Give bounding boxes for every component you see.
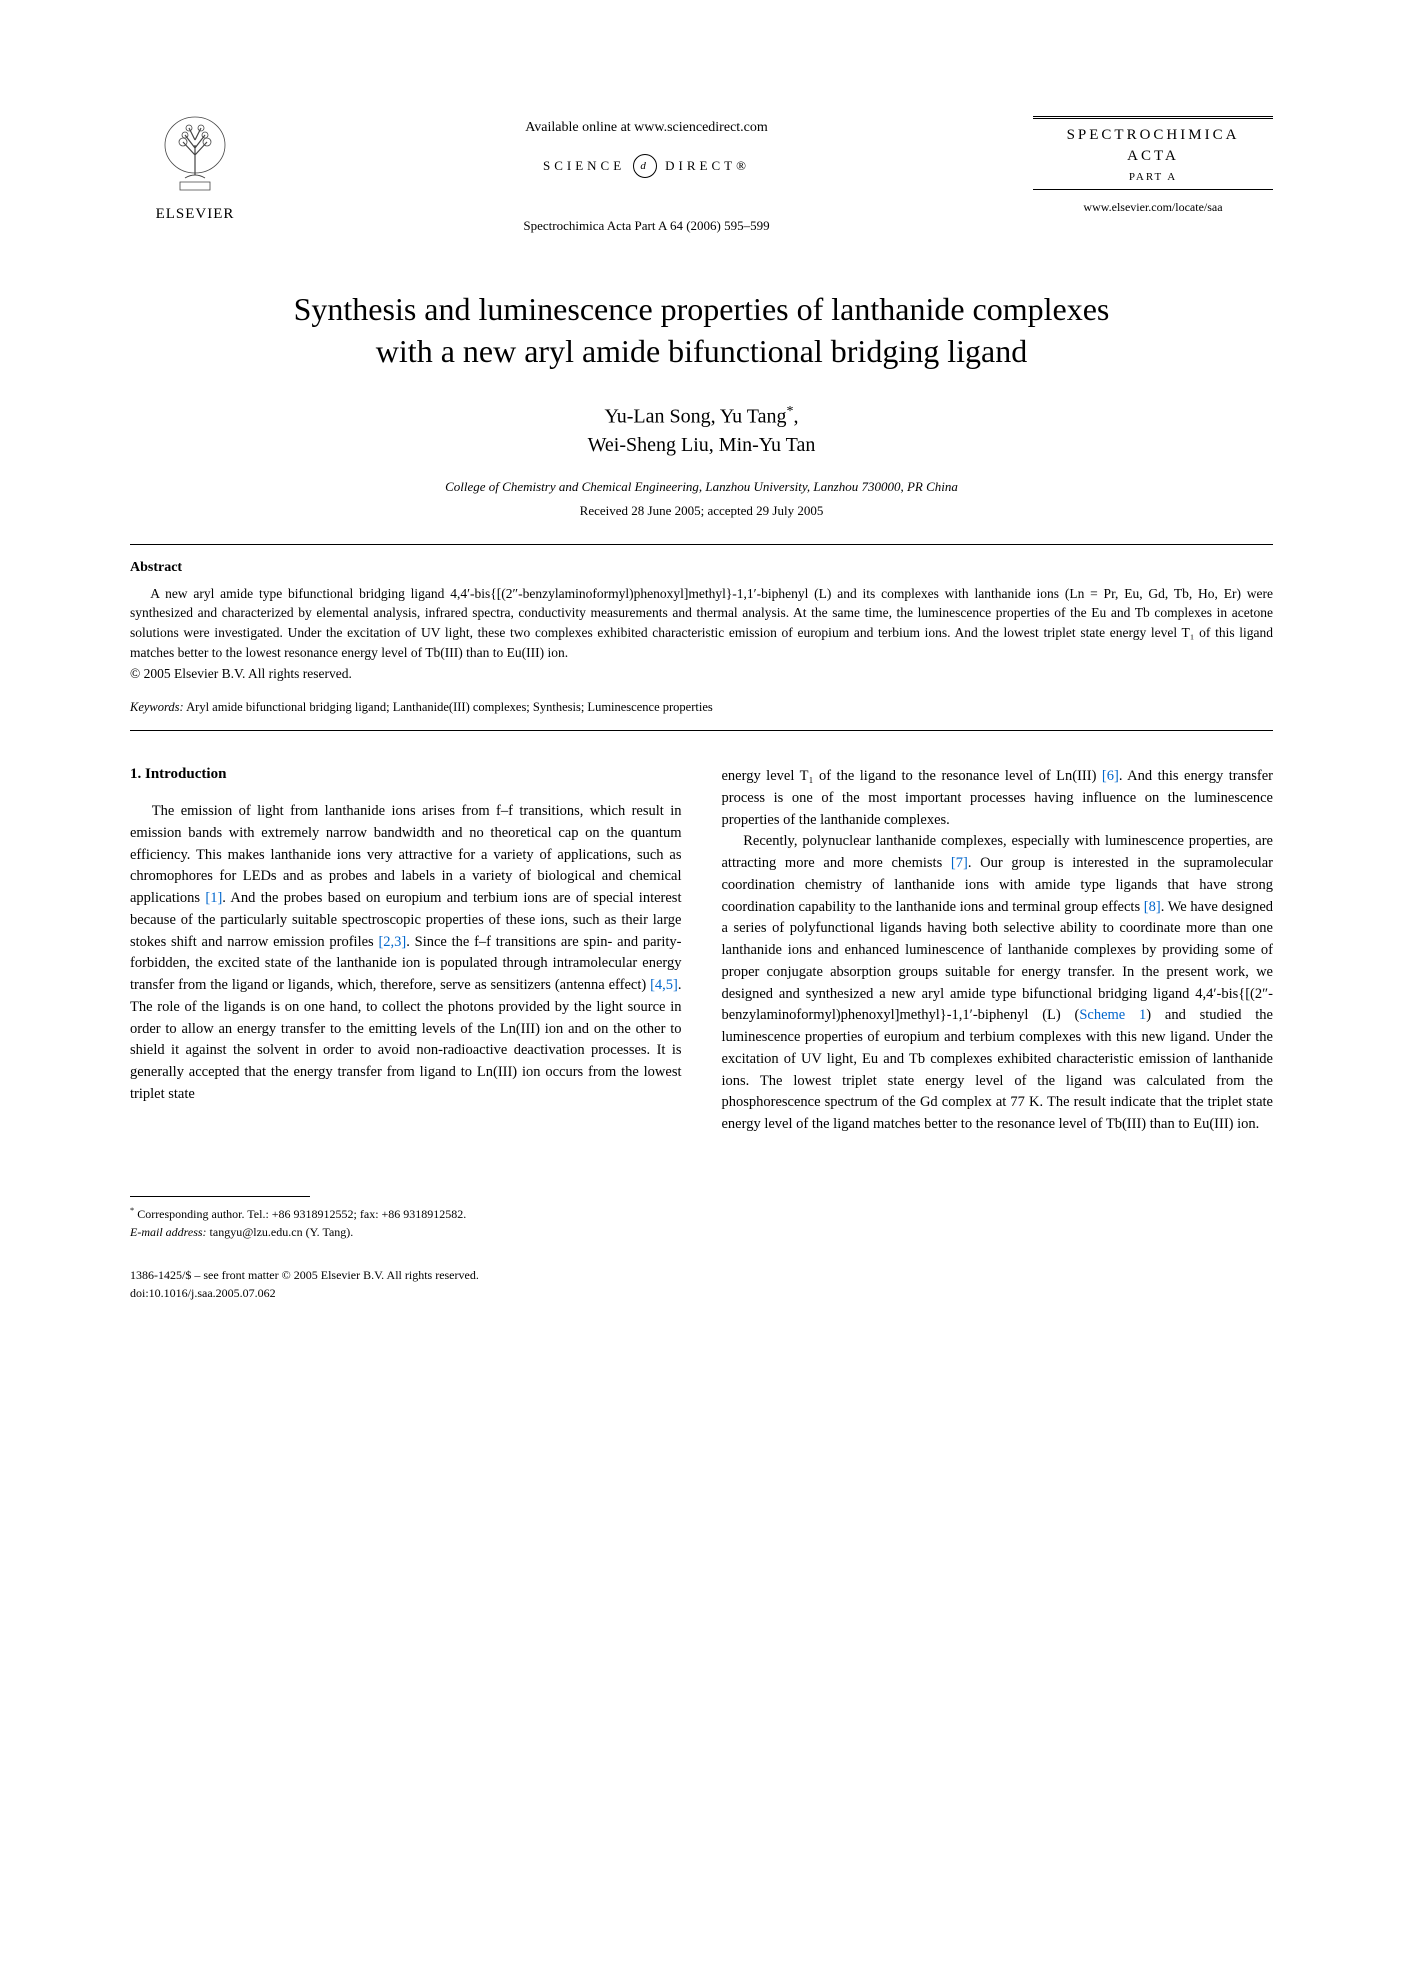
issn-line: 1386-1425/$ – see front matter © 2005 El… [130, 1268, 479, 1282]
article-dates: Received 28 June 2005; accepted 29 July … [130, 503, 1273, 519]
authors-line1: Yu-Lan Song, Yu Tang [605, 406, 787, 428]
ref-link-7[interactable]: [7] [951, 855, 968, 871]
col2-text-2d: ) and studied the luminescence propertie… [722, 1007, 1274, 1132]
footnote-rule [130, 1196, 310, 1197]
title-line1: Synthesis and luminescence properties of… [294, 291, 1110, 327]
corresponding-marker: * [786, 404, 793, 419]
left-column: 1. Introduction The emission of light fr… [130, 766, 682, 1302]
footnote-text: Corresponding author. Tel.: +86 93189125… [134, 1207, 466, 1221]
publisher-block: ELSEVIER [130, 110, 260, 223]
doi-block: 1386-1425/$ – see front matter © 2005 El… [130, 1266, 682, 1302]
abstract-text: A new aryl amide type bifunctional bridg… [130, 584, 1273, 662]
col2-paragraph-1: energy level T₁ of the ligand to the res… [722, 766, 1274, 1136]
keywords-text: Aryl amide bifunctional bridging ligand;… [184, 700, 713, 714]
available-online-text: Available online at www.sciencedirect.co… [260, 120, 1033, 136]
intro-heading: 1. Introduction [130, 766, 682, 783]
rule-above-abstract [130, 544, 1273, 545]
col2-text-1a: energy level T₁ of the ligand to the res… [722, 768, 1102, 784]
journal-name: SPECTROCHIMICA ACTA [1033, 125, 1273, 167]
sd-left: SCIENCE [543, 158, 625, 174]
authors: Yu-Lan Song, Yu Tang*, Wei-Sheng Liu, Mi… [130, 402, 1273, 459]
intro-text-d: . The role of the ligands is on one hand… [130, 977, 682, 1102]
ref-link-1[interactable]: [1] [205, 890, 222, 906]
science-direct-logo: SCIENCE d DIRECT® [260, 154, 1033, 178]
ref-link-6[interactable]: [6] [1102, 768, 1119, 784]
right-column: energy level T₁ of the ligand to the res… [722, 766, 1274, 1302]
rule-below-keywords [130, 730, 1273, 731]
article-title: Synthesis and luminescence properties of… [210, 289, 1193, 372]
journal-part: PART A [1033, 171, 1273, 183]
ref-link-4-5[interactable]: [4,5] [650, 977, 678, 993]
journal-url: www.elsevier.com/locate/saa [1033, 200, 1273, 215]
doi-line: doi:10.1016/j.saa.2005.07.062 [130, 1286, 276, 1300]
elsevier-tree-icon [155, 110, 235, 200]
email-label: E-mail address: [130, 1225, 207, 1239]
ref-link-2-3[interactable]: [2,3] [378, 934, 406, 950]
center-header: Available online at www.sciencedirect.co… [260, 110, 1033, 234]
publisher-name: ELSEVIER [156, 206, 235, 223]
scheme-link-1[interactable]: Scheme 1 [1079, 1007, 1146, 1023]
corresponding-footnote: * Corresponding author. Tel.: +86 931891… [130, 1205, 682, 1241]
col2-text-2c: . We have designed a series of polyfunct… [722, 899, 1274, 1024]
copyright-line: © 2005 Elsevier B.V. All rights reserved… [130, 666, 1273, 682]
affiliation: College of Chemistry and Chemical Engine… [130, 479, 1273, 495]
journal-name-line1: SPECTROCHIMICA [1067, 127, 1240, 143]
authors-line2: Wei-Sheng Liu, Min-Yu Tan [588, 434, 816, 456]
title-line2: with a new aryl amide bifunctional bridg… [376, 333, 1027, 369]
sd-right: DIRECT® [665, 158, 750, 174]
journal-header: ELSEVIER Available online at www.science… [130, 110, 1273, 234]
body-columns: 1. Introduction The emission of light fr… [130, 766, 1273, 1302]
abstract-heading: Abstract [130, 560, 1273, 576]
footnote-email: tangyu@lzu.edu.cn (Y. Tang). [207, 1225, 354, 1239]
keywords-label: Keywords: [130, 700, 184, 714]
ref-link-8[interactable]: [8] [1144, 899, 1161, 915]
intro-paragraph-1: The emission of light from lanthanide io… [130, 801, 682, 1106]
journal-name-line2: ACTA [1127, 148, 1179, 164]
journal-brand-block: SPECTROCHIMICA ACTA PART A www.elsevier.… [1033, 110, 1273, 215]
keywords: Keywords: Aryl amide bifunctional bridgi… [130, 700, 1273, 715]
journal-citation: Spectrochimica Acta Part A 64 (2006) 595… [260, 218, 1033, 234]
science-direct-icon: d [633, 154, 657, 178]
